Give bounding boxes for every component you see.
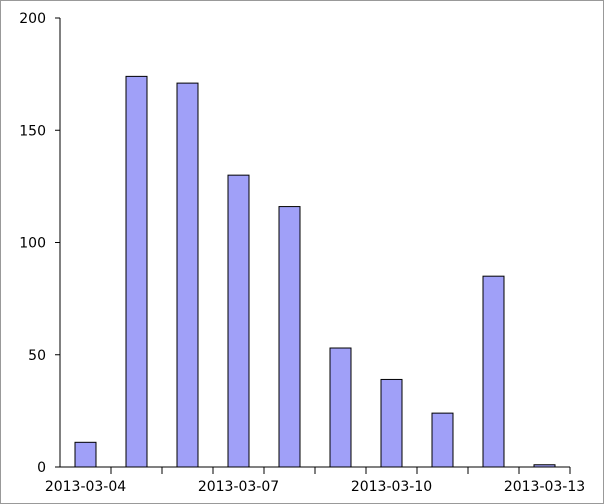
bar (482, 275, 505, 468)
y-tick-label: 50 (28, 348, 46, 364)
bar (329, 347, 352, 468)
y-tick-label: 100 (19, 236, 46, 252)
x-tick-label: 2013-03-07 (198, 479, 279, 495)
bar (227, 174, 250, 468)
x-tick-label: 2013-03-13 (504, 479, 585, 495)
x-tick-label: 2013-03-04 (45, 479, 126, 495)
x-tick-label: 2013-03-10 (351, 479, 432, 495)
bar (74, 441, 97, 468)
y-tick-label: 0 (37, 460, 46, 476)
y-tick-label: 150 (19, 123, 46, 139)
y-tick-label: 200 (19, 11, 46, 27)
bar (176, 82, 199, 468)
bar (380, 378, 403, 468)
bar (125, 75, 148, 468)
bar (431, 412, 454, 468)
bar (278, 206, 301, 468)
bar (533, 464, 556, 468)
